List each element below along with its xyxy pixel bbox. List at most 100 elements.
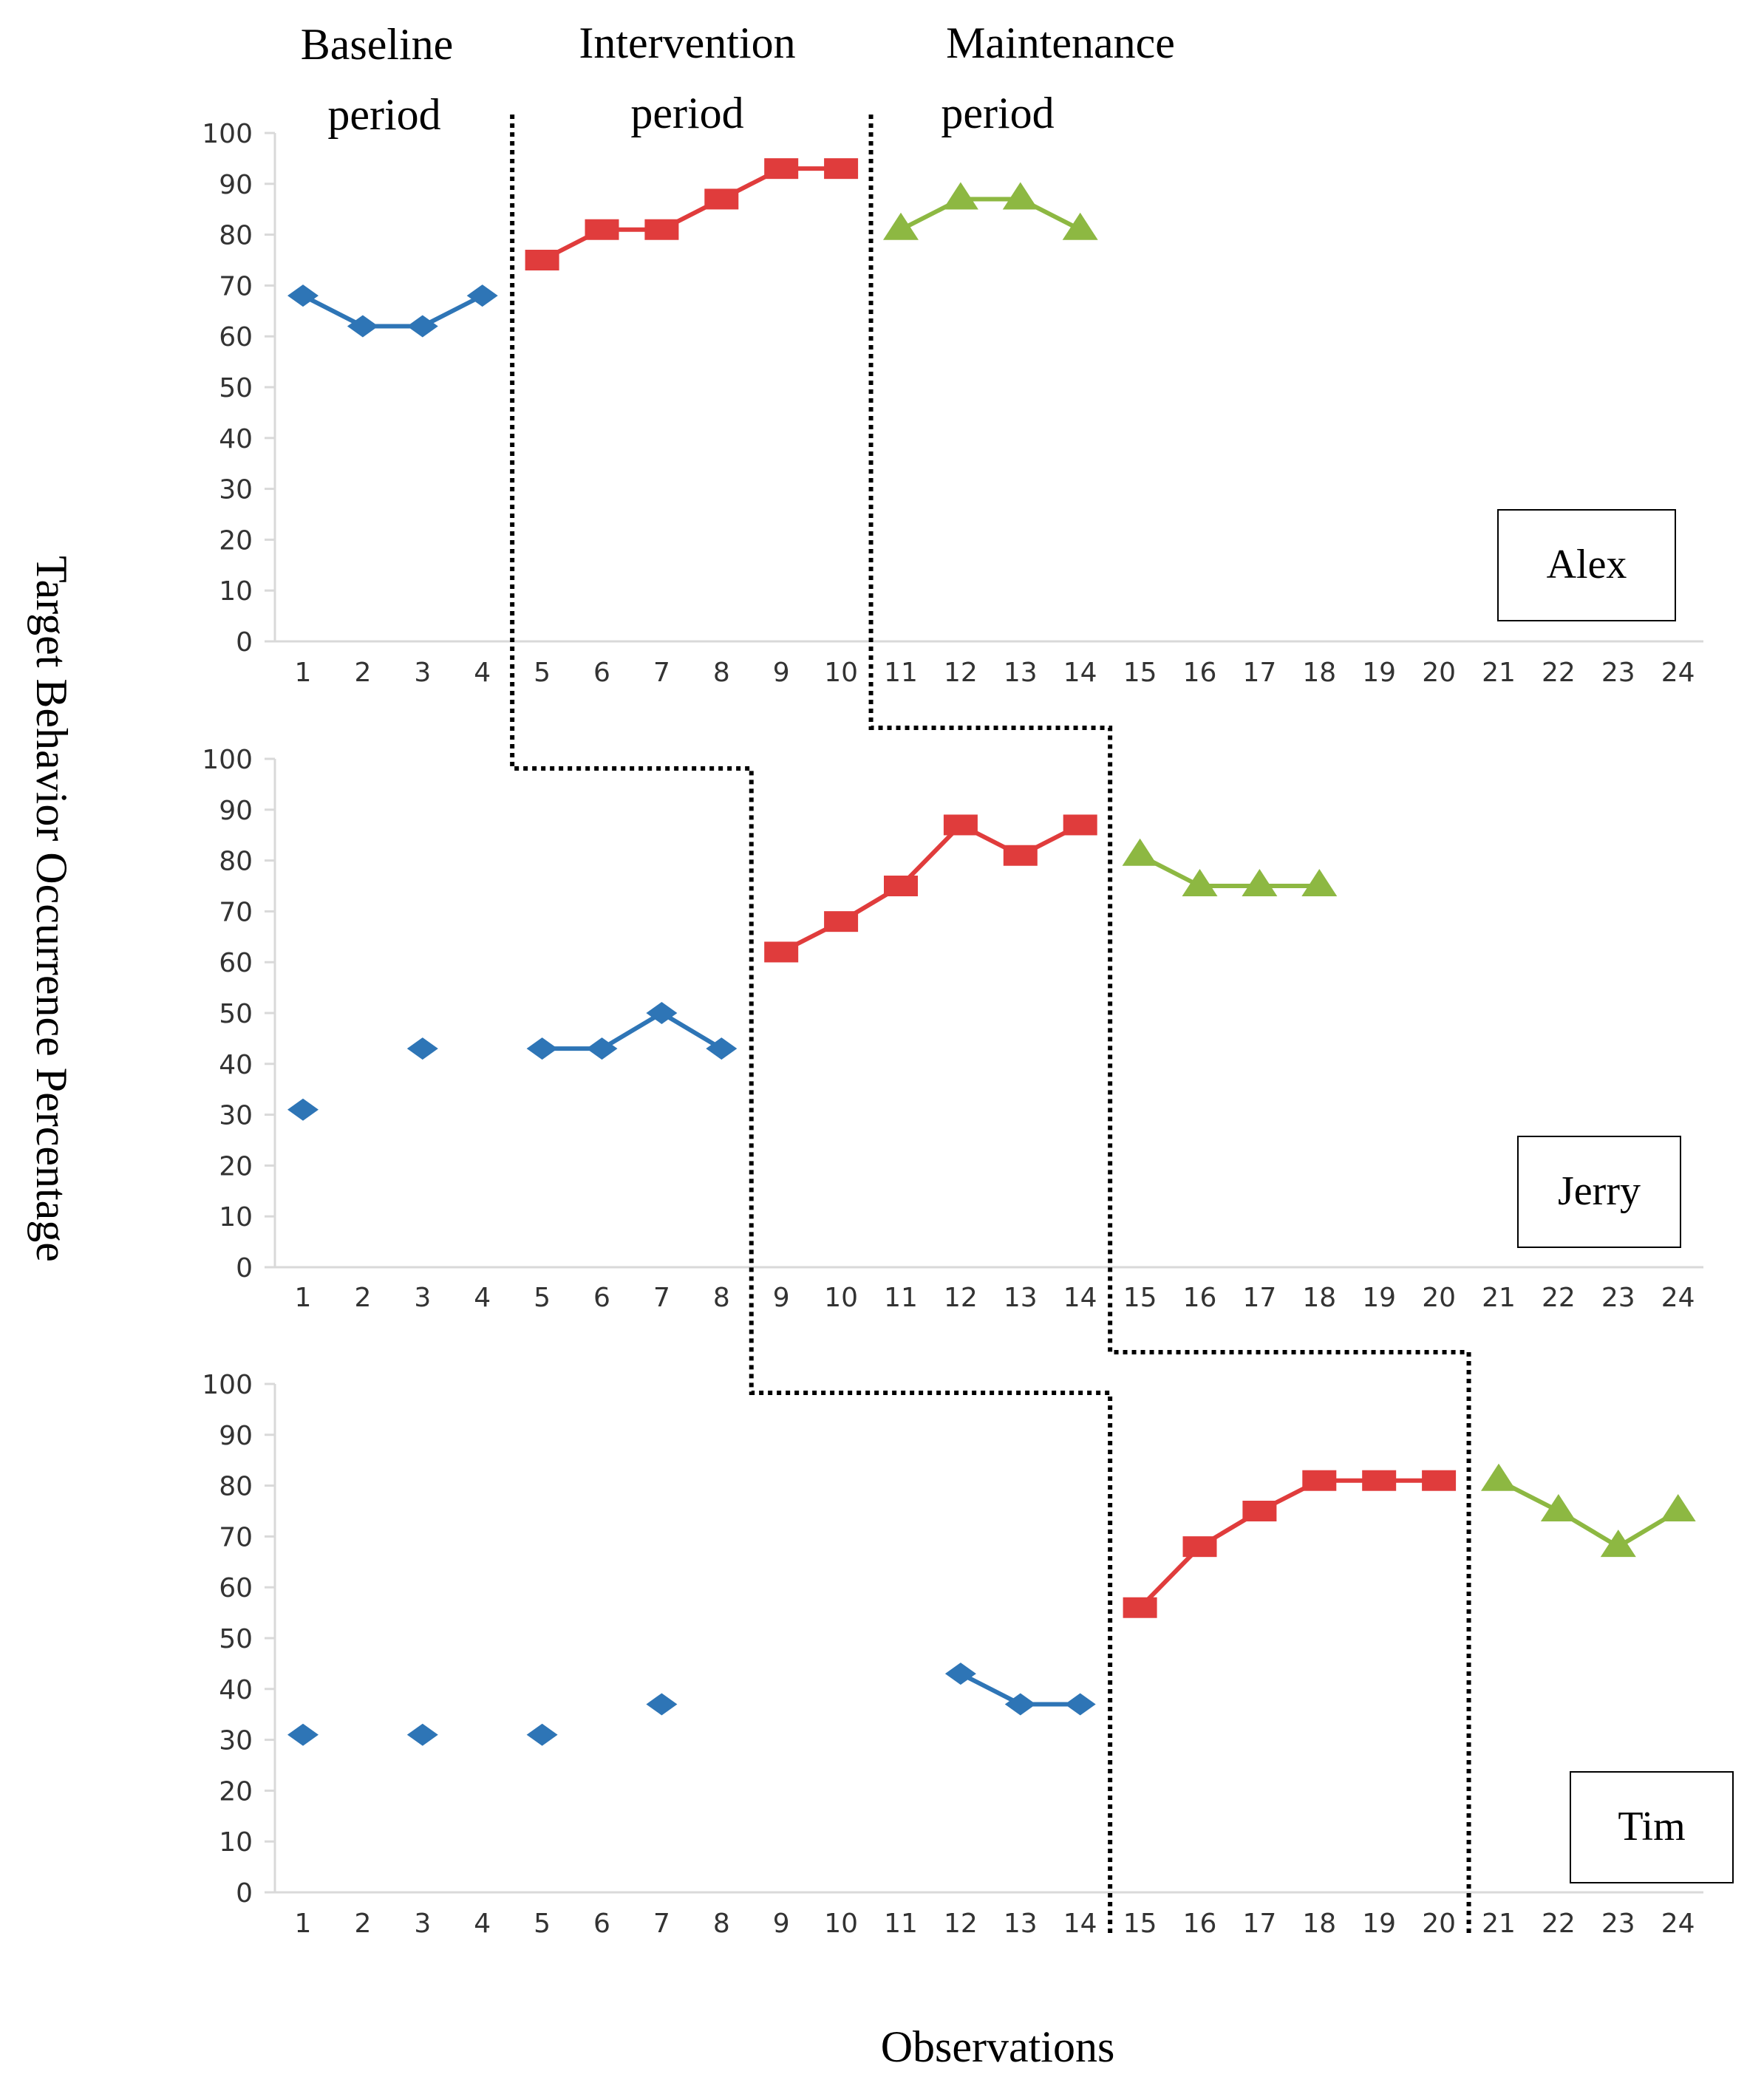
x-tick-label: 5 — [534, 1909, 551, 1939]
data-point-diamond — [466, 284, 498, 307]
data-point-diamond — [646, 1693, 678, 1716]
data-point-triangle — [1182, 869, 1218, 896]
x-tick-label: 8 — [713, 1909, 730, 1939]
x-tick-label: 10 — [824, 1283, 858, 1313]
data-point-square — [585, 219, 619, 240]
series-maintenance — [1122, 838, 1338, 896]
data-point-square — [824, 158, 859, 180]
x-tick-label: 11 — [884, 1909, 918, 1939]
phase-title-maintenance-line1: Maintenance — [946, 18, 1175, 67]
participant-label: Jerry — [1558, 1168, 1641, 1214]
data-point-diamond — [287, 1723, 319, 1746]
x-tick-label: 9 — [773, 658, 790, 688]
data-point-square — [525, 250, 559, 270]
series-baseline — [287, 284, 498, 338]
x-tick-label: 22 — [1542, 658, 1576, 688]
y-tick-label: 50 — [219, 373, 253, 403]
x-tick-label: 20 — [1422, 1283, 1456, 1313]
x-tick-label: 4 — [474, 1283, 491, 1313]
y-tick-label: 0 — [236, 1253, 253, 1283]
x-tick-label: 9 — [773, 1909, 790, 1939]
x-tick-label: 1 — [295, 1909, 312, 1939]
phase-title-maintenance-line2: period — [941, 89, 1054, 137]
x-tick-label: 7 — [653, 658, 670, 688]
x-tick-label: 1 — [295, 658, 312, 688]
y-tick-label: 50 — [219, 1624, 253, 1654]
series-intervention — [1123, 1470, 1457, 1618]
participant-label-box — [1517, 1136, 1681, 1248]
x-tick-label: 2 — [354, 1283, 371, 1313]
data-point-square — [1182, 1536, 1217, 1558]
x-tick-label: 22 — [1542, 1909, 1576, 1939]
data-point-triangle — [1481, 1463, 1516, 1491]
x-tick-label: 14 — [1063, 1909, 1097, 1939]
participant-label: Alex — [1547, 542, 1627, 587]
y-tick-label: 80 — [219, 1472, 253, 1502]
x-tick-label: 11 — [884, 658, 918, 688]
y-tick-label: 40 — [219, 1675, 253, 1705]
y-tick-label: 100 — [202, 745, 253, 775]
data-point-diamond — [347, 315, 378, 338]
y-tick-label: 0 — [236, 627, 253, 658]
data-point-diamond — [1004, 1693, 1036, 1716]
phase-title-baseline-line1: Baseline — [301, 20, 454, 69]
series-baseline — [287, 1002, 738, 1121]
data-point-square — [1003, 845, 1038, 866]
x-tick-label: 14 — [1063, 1283, 1097, 1313]
data-point-diamond — [706, 1037, 738, 1060]
x-tick-label: 16 — [1183, 1909, 1217, 1939]
x-tick-label: 15 — [1123, 1283, 1157, 1313]
data-point-diamond — [586, 1037, 618, 1060]
data-point-square — [1123, 1597, 1157, 1618]
y-tick-label: 10 — [219, 1827, 253, 1858]
x-tick-label: 21 — [1482, 1909, 1516, 1939]
data-point-diamond — [526, 1723, 558, 1746]
x-tick-label: 17 — [1242, 1283, 1276, 1313]
x-tick-label: 18 — [1302, 658, 1336, 688]
y-axis-label: Target Behavior Occurrence Percentage — [27, 556, 76, 1262]
phase-title-intervention-line2: period — [630, 89, 743, 137]
data-point-triangle — [1242, 869, 1278, 896]
x-tick-label: 17 — [1242, 658, 1276, 688]
series-maintenance — [883, 182, 1098, 240]
series-line — [899, 197, 1082, 232]
x-tick-label: 16 — [1183, 658, 1217, 688]
data-point-diamond — [406, 1037, 438, 1060]
x-tick-label: 6 — [593, 658, 610, 688]
x-tick-label: 15 — [1123, 1909, 1157, 1939]
y-tick-label: 10 — [219, 576, 253, 607]
data-point-square — [1362, 1470, 1397, 1491]
series-line — [1497, 1479, 1680, 1549]
data-point-square — [644, 219, 679, 240]
x-tick-label: 14 — [1063, 658, 1097, 688]
x-tick-label: 23 — [1601, 658, 1635, 688]
y-tick-label: 10 — [219, 1202, 253, 1232]
series-line — [302, 293, 484, 329]
data-point-triangle — [1301, 869, 1338, 896]
data-point-square — [1302, 1470, 1337, 1491]
data-point-triangle — [1002, 182, 1038, 210]
y-tick-label: 70 — [219, 271, 253, 301]
data-point-triangle — [1122, 838, 1158, 866]
data-point-square — [884, 876, 918, 896]
series-line — [780, 822, 1082, 955]
data-point-square — [824, 911, 859, 932]
x-tick-label: 7 — [653, 1909, 670, 1939]
y-tick-label: 70 — [219, 1522, 253, 1552]
data-point-square — [1422, 1470, 1457, 1491]
x-tick-label: 2 — [354, 658, 371, 688]
x-tick-label: 4 — [474, 658, 491, 688]
x-tick-label: 23 — [1601, 1283, 1635, 1313]
y-tick-label: 20 — [219, 525, 253, 556]
y-tick-label: 30 — [219, 475, 253, 505]
y-tick-label: 40 — [219, 1050, 253, 1080]
data-point-triangle — [883, 212, 919, 240]
x-tick-label: 21 — [1482, 1283, 1516, 1313]
x-tick-label: 13 — [1004, 658, 1038, 688]
y-tick-label: 90 — [219, 1421, 253, 1451]
y-tick-label: 30 — [219, 1101, 253, 1131]
y-tick-label: 60 — [219, 948, 253, 978]
